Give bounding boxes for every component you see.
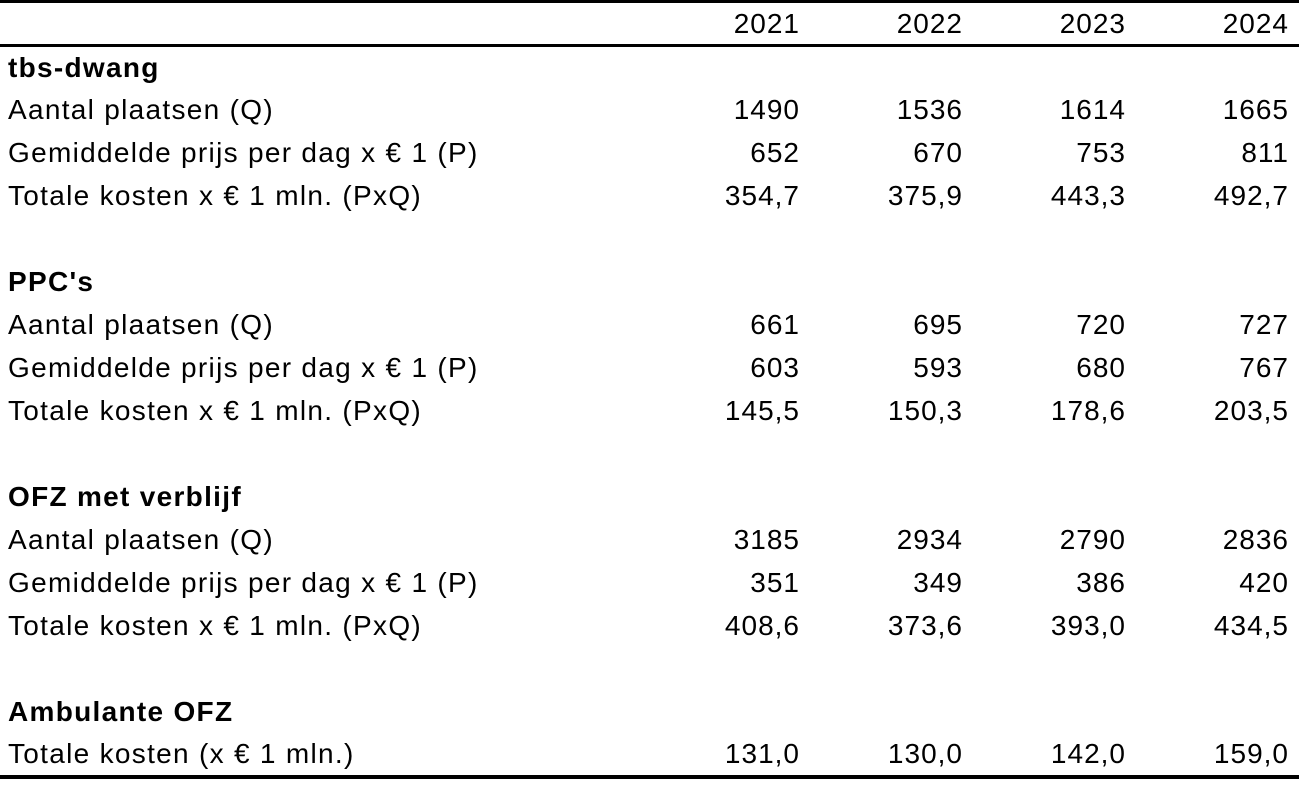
year-header: 2023 <box>973 1 1136 47</box>
cell-value: 2790 <box>1059 524 1126 555</box>
year-header-row: 2021 2022 2023 2024 <box>0 1 1299 47</box>
empty-cell <box>1136 46 1299 89</box>
section-header-row: tbs-dwang <box>0 46 1299 89</box>
cell-value: 386 <box>1076 567 1126 598</box>
cell-value: 150,3 <box>887 395 963 426</box>
spacer-row <box>0 218 1299 261</box>
cell-value: 1536 <box>896 94 963 125</box>
table-row: Gemiddelde prijs per dag x € 1 (P) 351 3… <box>0 562 1299 605</box>
cell-value: 661 <box>750 309 800 340</box>
cell-value: 1490 <box>733 94 800 125</box>
cell-value: 434,5 <box>1213 610 1289 641</box>
cell-value: 159,0 <box>1213 738 1289 769</box>
section-title-ambulante-ofz: Ambulante OFZ <box>8 696 234 727</box>
row-label-totale-kosten: Totale kosten x € 1 mln. (PxQ) <box>8 395 423 426</box>
cell-value: 753 <box>1076 137 1126 168</box>
cell-value: 203,5 <box>1213 395 1289 426</box>
cell-value: 408,6 <box>724 610 800 641</box>
empty-cell <box>973 46 1136 89</box>
row-label-aantal-plaatsen: Aantal plaatsen (Q) <box>8 309 274 340</box>
cell-value: 727 <box>1239 309 1289 340</box>
table-row: Aantal plaatsen (Q) 1490 1536 1614 1665 <box>0 89 1299 132</box>
cell-value: 354,7 <box>724 180 800 211</box>
cell-value: 420 <box>1239 567 1289 598</box>
empty-cell <box>810 46 973 89</box>
section-header-row: PPC's <box>0 261 1299 304</box>
spacer-row <box>0 433 1299 476</box>
cell-value: 393,0 <box>1050 610 1126 641</box>
cell-value: 2934 <box>896 524 963 555</box>
empty-cell <box>1136 476 1299 519</box>
cell-value: 652 <box>750 137 800 168</box>
empty-cell <box>810 476 973 519</box>
cell-value: 695 <box>913 309 963 340</box>
year-header: 2021 <box>647 1 810 47</box>
cell-value: 603 <box>750 352 800 383</box>
cell-value: 2836 <box>1222 524 1289 555</box>
cell-value: 443,3 <box>1050 180 1126 211</box>
spacer-row <box>0 648 1299 691</box>
row-label-gemiddelde-prijs: Gemiddelde prijs per dag x € 1 (P) <box>8 352 479 383</box>
year-header: 2024 <box>1136 1 1299 47</box>
cell-value: 178,6 <box>1050 395 1126 426</box>
cell-value: 492,7 <box>1213 180 1289 211</box>
table-row: Aantal plaatsen (Q) 661 695 720 727 <box>0 304 1299 347</box>
row-label-totale-kosten: Totale kosten x € 1 mln. (PxQ) <box>8 180 423 211</box>
table-row: Totale kosten x € 1 mln. (PxQ) 354,7 375… <box>0 175 1299 218</box>
cell-value: 1665 <box>1222 94 1289 125</box>
cell-value: 142,0 <box>1050 738 1126 769</box>
cell-value: 680 <box>1076 352 1126 383</box>
cell-value: 811 <box>1241 137 1289 168</box>
cell-value: 593 <box>913 352 963 383</box>
empty-cell <box>647 476 810 519</box>
cell-value: 670 <box>913 137 963 168</box>
empty-cell <box>973 691 1136 734</box>
cell-value: 720 <box>1076 309 1126 340</box>
cell-value: 349 <box>913 567 963 598</box>
row-label-aantal-plaatsen: Aantal plaatsen (Q) <box>8 94 274 125</box>
row-label-totale-kosten: Totale kosten (x € 1 mln.) <box>8 738 355 769</box>
cell-value: 767 <box>1239 352 1289 383</box>
section-title-ppcs: PPC's <box>8 266 95 297</box>
corner-cell <box>0 1 647 47</box>
cell-value: 131,0 <box>724 738 800 769</box>
section-title-ofz-met-verblijf: OFZ met verblijf <box>8 481 242 512</box>
empty-cell <box>810 261 973 304</box>
table-row: Gemiddelde prijs per dag x € 1 (P) 603 5… <box>0 347 1299 390</box>
empty-cell <box>810 691 973 734</box>
row-label-gemiddelde-prijs: Gemiddelde prijs per dag x € 1 (P) <box>8 137 479 168</box>
table-row: Totale kosten x € 1 mln. (PxQ) 145,5 150… <box>0 390 1299 433</box>
empty-cell <box>647 691 810 734</box>
row-label-aantal-plaatsen: Aantal plaatsen (Q) <box>8 524 274 555</box>
cell-value: 145,5 <box>724 395 800 426</box>
empty-cell <box>647 261 810 304</box>
empty-cell <box>1136 261 1299 304</box>
cell-value: 130,0 <box>887 738 963 769</box>
cell-value: 351 <box>750 567 800 598</box>
cell-value: 1614 <box>1059 94 1126 125</box>
section-header-row: OFZ met verblijf <box>0 476 1299 519</box>
row-label-totale-kosten: Totale kosten x € 1 mln. (PxQ) <box>8 610 423 641</box>
section-title-tbs-dwang: tbs-dwang <box>8 51 160 83</box>
table-row: Totale kosten x € 1 mln. (PxQ) 408,6 373… <box>0 605 1299 648</box>
empty-cell <box>0 648 1299 691</box>
empty-cell <box>973 261 1136 304</box>
cell-value: 375,9 <box>887 180 963 211</box>
cell-value: 3185 <box>733 524 800 555</box>
section-header-row: Ambulante OFZ <box>0 691 1299 734</box>
row-label-gemiddelde-prijs: Gemiddelde prijs per dag x € 1 (P) <box>8 567 479 598</box>
empty-cell <box>1136 691 1299 734</box>
table-row: Gemiddelde prijs per dag x € 1 (P) 652 6… <box>0 132 1299 175</box>
cell-value: 373,6 <box>887 610 963 641</box>
empty-cell <box>647 46 810 89</box>
empty-cell <box>0 218 1299 261</box>
empty-cell <box>0 433 1299 476</box>
empty-cell <box>973 476 1136 519</box>
table-row: Aantal plaatsen (Q) 3185 2934 2790 2836 <box>0 519 1299 562</box>
year-header: 2022 <box>810 1 973 47</box>
table-row: Totale kosten (x € 1 mln.) 131,0 130,0 1… <box>0 734 1299 777</box>
